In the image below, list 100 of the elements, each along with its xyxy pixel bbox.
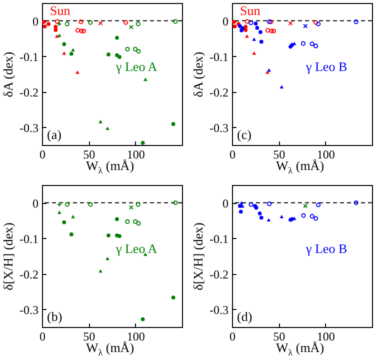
y-tick-label: -0.2 — [210, 267, 228, 282]
point — [136, 202, 140, 207]
point — [118, 55, 122, 59]
point — [106, 126, 110, 130]
point — [71, 48, 75, 52]
point — [79, 28, 84, 34]
annotation: (a) — [47, 127, 62, 142]
point — [136, 221, 141, 226]
point — [133, 46, 138, 52]
point — [248, 202, 254, 207]
y-tick-label: 0 — [222, 196, 228, 210]
y-tick-label: -0.2 — [210, 85, 228, 100]
point — [69, 52, 74, 56]
series-label: Sun — [50, 3, 71, 18]
point — [258, 211, 262, 216]
point — [75, 28, 80, 33]
point — [125, 46, 130, 52]
point — [173, 19, 178, 24]
y-tick-label: -0.1 — [210, 50, 228, 64]
point — [240, 204, 244, 208]
y-tick-label: -0.3 — [210, 302, 228, 317]
point — [42, 24, 47, 28]
y-tick-label: -0.3 — [20, 302, 38, 317]
point — [259, 40, 264, 44]
point — [88, 202, 93, 207]
point — [171, 122, 176, 126]
point — [248, 20, 254, 26]
point — [316, 22, 321, 26]
point — [57, 34, 62, 37]
series-label: Sun — [240, 3, 261, 18]
point — [271, 28, 276, 34]
point — [76, 70, 80, 74]
point — [64, 202, 70, 207]
annotation: (c) — [237, 127, 252, 142]
point — [106, 52, 110, 56]
y-tick-label: 0 — [32, 196, 38, 210]
point — [106, 233, 110, 238]
point — [143, 78, 148, 81]
point — [314, 216, 318, 221]
point — [140, 317, 145, 322]
point — [46, 22, 50, 26]
point — [300, 41, 306, 46]
point — [128, 24, 134, 30]
series-label: γ Leo B — [305, 241, 348, 256]
point — [267, 202, 272, 206]
y-tick-label: -0.3 — [210, 120, 228, 135]
point — [280, 85, 284, 88]
point — [255, 26, 260, 30]
point — [303, 24, 308, 28]
point — [98, 269, 102, 273]
point — [54, 28, 58, 32]
point — [124, 20, 128, 25]
point — [238, 210, 243, 214]
point — [254, 22, 258, 26]
point — [301, 213, 306, 218]
point — [136, 22, 140, 26]
series-label: γ Leo A — [115, 59, 158, 74]
point — [354, 20, 358, 24]
point — [314, 44, 318, 48]
point — [64, 22, 70, 26]
point — [310, 42, 314, 46]
point — [125, 219, 130, 224]
point — [115, 217, 119, 222]
point — [354, 200, 358, 206]
point — [238, 24, 242, 28]
point — [115, 36, 119, 40]
point — [316, 202, 321, 208]
y-tick-label: -0.1 — [210, 232, 228, 246]
point — [62, 42, 66, 46]
point — [252, 38, 256, 41]
point — [244, 28, 248, 32]
point — [280, 214, 284, 218]
point — [54, 24, 58, 29]
point — [259, 216, 264, 220]
point — [267, 68, 271, 72]
point — [314, 20, 318, 25]
y-tick-label: -0.1 — [20, 232, 38, 246]
annotation: (d) — [237, 309, 252, 324]
point — [71, 214, 75, 218]
point — [232, 24, 237, 28]
point — [118, 234, 122, 238]
point — [269, 28, 274, 34]
series-label: γ Leo B — [305, 59, 348, 74]
y-tick-label: 0 — [32, 14, 38, 28]
point — [57, 210, 62, 214]
point — [258, 30, 262, 34]
point — [54, 19, 60, 24]
y-axis-title: δA (dex) — [0, 52, 16, 98]
y-tick-label: 0 — [222, 14, 228, 28]
y-tick-label: -0.3 — [20, 120, 38, 135]
y-tick-label: -0.2 — [20, 267, 38, 282]
point — [98, 20, 103, 26]
point — [88, 20, 93, 25]
point — [81, 28, 86, 34]
point — [265, 28, 270, 33]
point — [78, 20, 84, 24]
point — [244, 19, 250, 24]
point — [136, 48, 141, 54]
series-label: γ Leo A — [115, 241, 158, 256]
point — [128, 205, 134, 210]
